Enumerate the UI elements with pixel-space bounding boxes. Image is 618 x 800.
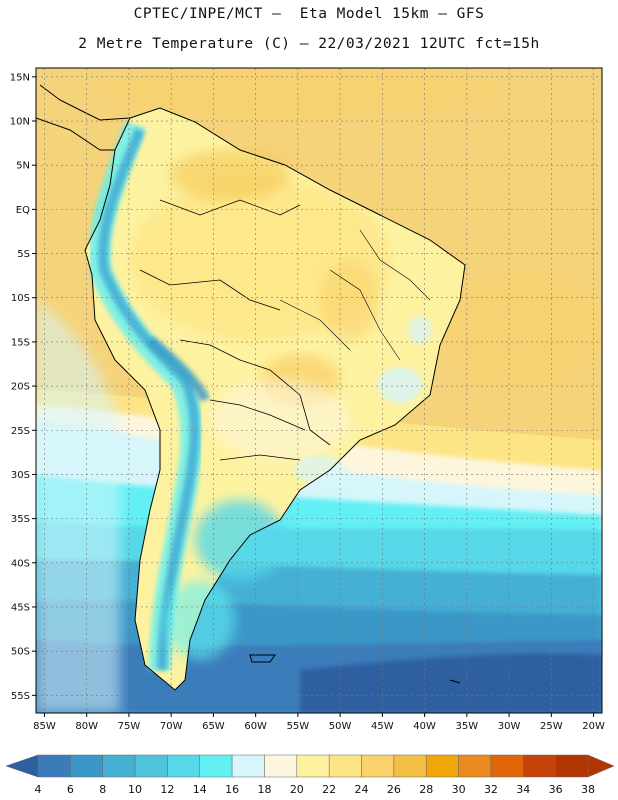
- colorbar-right-arrow: [587, 754, 615, 778]
- lat-tick-label: 40S: [11, 558, 30, 569]
- colorbar-label: 36: [549, 783, 563, 796]
- colorbar-swatch: [134, 754, 168, 778]
- lat-lon-grid: [36, 68, 602, 713]
- colorbar-label: 30: [452, 783, 466, 796]
- colorbar-swatch: [102, 754, 136, 778]
- colorbar-swatch: [264, 754, 298, 778]
- lat-tick-label: 30S: [11, 470, 30, 481]
- lat-tick-label: 10N: [10, 117, 30, 128]
- colorbar-label: 16: [225, 783, 239, 796]
- colorbar-swatch: [555, 754, 589, 778]
- lat-tick-label: 5S: [17, 249, 30, 260]
- lon-tick-label: 75W: [118, 721, 141, 732]
- axis-ticks: 15N 10N 5N EQ 5S 10S 15S 20S 25S 30S 35S 40S 45S 50S 5…: [10, 72, 605, 732]
- lon-tick-label: 50W: [329, 721, 352, 732]
- map-title-line2: 2 Metre Temperature (C) – 22/03/2021 12U…: [78, 36, 540, 52]
- colorbar-label: 24: [355, 783, 369, 796]
- colorbar-label: 6: [67, 783, 74, 796]
- lat-tick-label: 45S: [11, 602, 30, 613]
- colorbar-label: 4: [35, 783, 42, 796]
- lon-tick-label: 20W: [582, 721, 605, 732]
- map-title-line1: CPTEC/INPE/MCT – Eta Model 15km – GFS: [133, 6, 485, 22]
- colorbar-label: 28: [419, 783, 433, 796]
- colorbar-swatch: [70, 754, 103, 778]
- lon-tick-label: 85W: [33, 721, 56, 732]
- lon-tick-label: 70W: [160, 721, 183, 732]
- lon-tick-label: 65W: [202, 721, 225, 732]
- lon-tick-label: 35W: [456, 721, 479, 732]
- colorbar-label: 8: [99, 783, 106, 796]
- colorbar-swatch: [328, 754, 362, 778]
- colorbar-label: 32: [484, 783, 498, 796]
- colorbar-label: 12: [160, 783, 174, 796]
- lat-tick-label: 10S: [11, 293, 30, 304]
- lat-tick-label: 50S: [11, 647, 30, 658]
- colorbar-swatch: [361, 754, 395, 778]
- colorbar-label: 22: [322, 783, 336, 796]
- lon-tick-label: 45W: [371, 721, 394, 732]
- colorbar-swatch: [167, 754, 201, 778]
- lat-tick-label: 5N: [16, 161, 30, 172]
- lat-tick-label: EQ: [16, 205, 30, 216]
- lon-tick-label: 60W: [244, 721, 267, 732]
- colorbar-label: 38: [581, 783, 595, 796]
- colorbar-label: 10: [128, 783, 142, 796]
- colorbar: 4 6 8 10 12 14 16 18 20 22 24 26 28 30 32 34 36 38: [5, 754, 615, 796]
- lat-tick-label: 55S: [11, 691, 30, 702]
- lat-tick-label: 15N: [10, 72, 30, 83]
- lat-tick-label: 25S: [11, 426, 30, 437]
- colorbar-label: 20: [290, 783, 304, 796]
- colorbar-swatch: [523, 754, 556, 778]
- colorbar-label: 14: [193, 783, 207, 796]
- colorbar-swatch: [425, 754, 459, 778]
- lon-tick-label: 25W: [540, 721, 563, 732]
- colorbar-label: 18: [257, 783, 271, 796]
- temperature-field: [36, 68, 602, 713]
- lon-tick-label: 55W: [287, 721, 310, 732]
- lon-tick-label: 30W: [498, 721, 521, 732]
- colorbar-swatch: [490, 754, 524, 778]
- lat-tick-label: 15S: [11, 337, 30, 348]
- lat-tick-label: 20S: [11, 382, 30, 393]
- lon-tick-label: 40W: [413, 721, 436, 732]
- colorbar-swatch: [231, 754, 265, 778]
- colorbar-swatch: [458, 754, 492, 778]
- map-frame: [35, 67, 603, 714]
- colorbar-swatch: [296, 754, 330, 778]
- colorbar-label: 34: [516, 783, 530, 796]
- lat-tick-label: 35S: [11, 514, 30, 525]
- lon-tick-label: 80W: [75, 721, 98, 732]
- colorbar-swatch: [393, 754, 427, 778]
- colorbar-swatch: [199, 754, 233, 778]
- coastlines-borders: [36, 84, 466, 691]
- colorbar-swatch: [37, 754, 71, 778]
- colorbar-label: 26: [387, 783, 401, 796]
- colorbar-left-arrow: [5, 754, 39, 778]
